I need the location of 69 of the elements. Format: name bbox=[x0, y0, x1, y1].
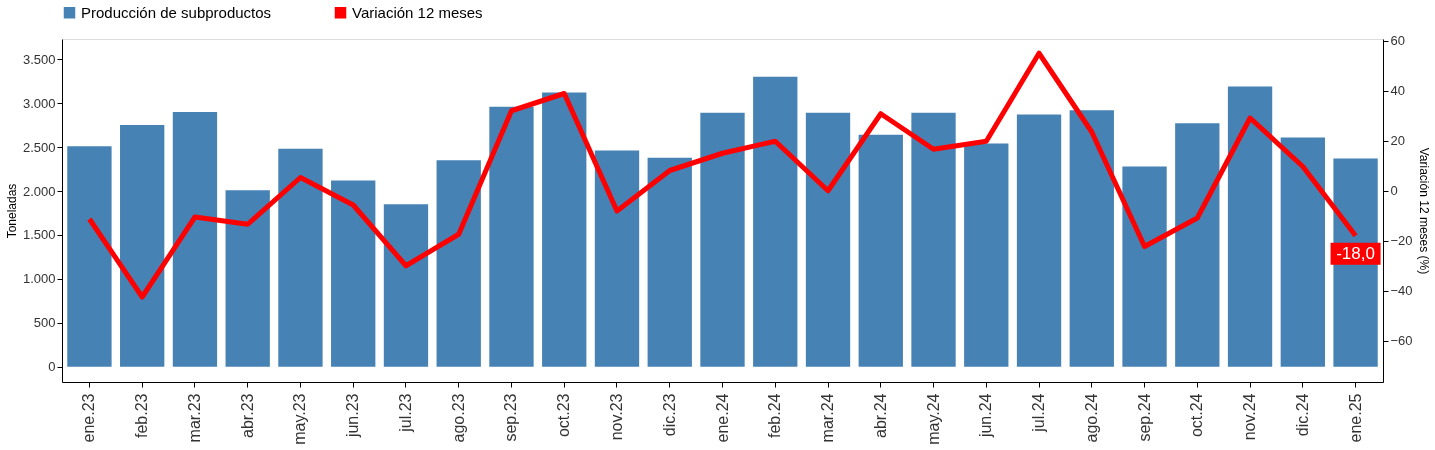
x-tick-label: ene.23 bbox=[80, 393, 98, 443]
y-tick-label: 500 bbox=[33, 315, 56, 331]
x-tick-label: sep.24 bbox=[1135, 393, 1153, 442]
y-axis-title: Toneladas bbox=[4, 183, 19, 239]
bar bbox=[753, 76, 798, 367]
x-tick-label: may.24 bbox=[924, 393, 942, 445]
bar bbox=[858, 134, 903, 367]
bar bbox=[120, 125, 165, 367]
legend-label: Producción de subproductos bbox=[81, 3, 272, 21]
bar bbox=[1280, 137, 1325, 367]
x-tick-label: mar.23 bbox=[185, 393, 203, 443]
bar bbox=[225, 190, 270, 367]
bar bbox=[1175, 123, 1220, 367]
x-tick-label: dic.23 bbox=[660, 393, 678, 437]
y-tick-label: 2.000 bbox=[22, 183, 56, 199]
legend-label: Variación 12 meses bbox=[352, 3, 483, 21]
y2-tick-label: 60 bbox=[1390, 33, 1405, 49]
x-tick-label: nov.23 bbox=[607, 393, 625, 441]
bar bbox=[278, 148, 323, 367]
y2-tick-label: 0 bbox=[1390, 183, 1398, 199]
y2-tick-label: 20 bbox=[1390, 133, 1405, 149]
x-tick-label: oct.24 bbox=[1188, 393, 1206, 438]
bar bbox=[647, 157, 692, 367]
bar bbox=[331, 180, 376, 367]
annotation: -18,0 bbox=[1336, 243, 1375, 263]
bar bbox=[1069, 110, 1114, 367]
y-tick-label: 3.500 bbox=[22, 51, 56, 67]
x-tick-label: ene.24 bbox=[713, 393, 731, 443]
y2-tick-label: 40 bbox=[1390, 83, 1405, 99]
bar bbox=[67, 146, 112, 367]
bar bbox=[594, 150, 640, 367]
x-tick-label: jul.24 bbox=[1030, 393, 1048, 433]
x-tick-label: abr.23 bbox=[238, 393, 256, 438]
x-tick-label: dic.24 bbox=[1293, 393, 1311, 437]
y-tick-label: 3.000 bbox=[22, 95, 56, 111]
x-tick-label: sep.23 bbox=[502, 393, 520, 442]
bar bbox=[489, 106, 534, 367]
bar bbox=[1227, 86, 1273, 367]
y-tick-label: 2.500 bbox=[22, 139, 56, 155]
x-tick-label: feb.23 bbox=[133, 393, 151, 438]
y-tick-label: 0 bbox=[48, 359, 56, 375]
y-tick-label: 1.500 bbox=[22, 227, 56, 243]
bar bbox=[805, 112, 851, 367]
x-tick-label: jul.23 bbox=[396, 393, 414, 433]
bar bbox=[1016, 114, 1062, 367]
x-tick-label: ago.24 bbox=[1082, 393, 1100, 443]
y2-tick-label: −20 bbox=[1390, 233, 1413, 249]
x-tick-label: jun.23 bbox=[344, 393, 362, 439]
bar bbox=[172, 111, 218, 367]
bar bbox=[383, 204, 429, 367]
y-tick-label: 1.000 bbox=[22, 271, 56, 287]
y2-axis-title: Variación 12 meses (%) bbox=[1416, 147, 1431, 275]
bar bbox=[436, 160, 481, 367]
x-tick-label: abr.24 bbox=[871, 393, 889, 438]
x-tick-label: mar.24 bbox=[819, 393, 837, 443]
y2-tick-label: −60 bbox=[1390, 333, 1413, 349]
x-tick-label: ago.23 bbox=[449, 393, 467, 443]
bar bbox=[542, 92, 587, 367]
x-tick-label: may.23 bbox=[291, 393, 309, 445]
x-tick-label: jun.24 bbox=[977, 393, 995, 439]
x-tick-label: oct.23 bbox=[555, 393, 573, 438]
x-tick-label: nov.24 bbox=[1241, 393, 1259, 441]
bar bbox=[700, 112, 745, 367]
x-tick-label: feb.24 bbox=[766, 393, 784, 438]
bar bbox=[911, 112, 956, 367]
y2-tick-label: −40 bbox=[1390, 283, 1413, 299]
x-tick-label: ene.25 bbox=[1346, 393, 1364, 443]
bar bbox=[964, 143, 1009, 367]
bar bbox=[1122, 166, 1167, 367]
